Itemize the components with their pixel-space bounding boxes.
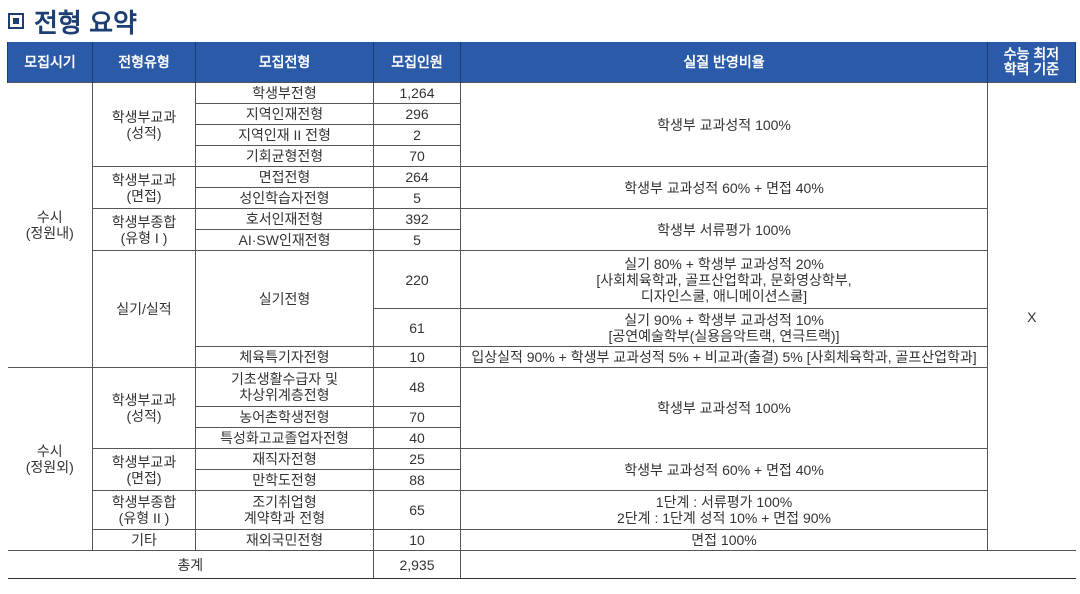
track-cell: 특성화고교졸업자전형 — [195, 427, 374, 449]
track-cell: 기초생활수급자 및 차상위계층전형 — [195, 367, 374, 407]
count-cell: 392 — [373, 208, 461, 230]
count-cell: 25 — [373, 448, 461, 470]
track-cell: 지역인재 II 전형 — [195, 124, 374, 146]
count-cell: 70 — [373, 406, 461, 428]
type-cell: 학생부교과 (성적) — [92, 367, 196, 449]
header-ratio: 실질 반영비율 — [460, 42, 988, 83]
track-cell: 학생부전형 — [195, 82, 374, 104]
table-row: 지역인재전형 296 — [8, 103, 1076, 125]
count-cell: 61 — [373, 308, 461, 347]
type-cell: 학생부교과 (면접) — [92, 166, 196, 209]
total-count: 2,935 — [373, 550, 461, 579]
table-row: 농어촌학생전형 70 — [8, 406, 1076, 428]
track-cell: 지역인재전형 — [195, 103, 374, 125]
ratio-cell: 실기 80% + 학생부 교과성적 20% [사회체육학과, 골프산업학과, 문… — [460, 250, 988, 309]
table-row: 학생부교과 (면접) 면접전형 264 학생부 교과성적 60% + 면접 40% — [8, 166, 1076, 209]
count-cell: 220 — [373, 250, 461, 309]
period-cell: 수시 (정원내) — [7, 82, 93, 368]
count-cell: 70 — [373, 145, 461, 167]
type-cell: 기타 — [92, 529, 196, 551]
table-row: 수시 (정원내) 학생부교과 (성적) 학생부전형 1,264 학생부 교과성적… — [7, 82, 1076, 551]
count-cell: 5 — [373, 229, 461, 251]
type-cell: 실기/실적 — [92, 250, 196, 368]
ratio-cell: 학생부 교과성적 60% + 면접 40% — [460, 166, 988, 209]
track-cell: 성인학습자전형 — [195, 187, 374, 209]
header-period: 모집시기 — [7, 42, 93, 83]
track-cell: 재직자전형 — [195, 448, 374, 470]
type-cell: 학생부종합 (유형 II ) — [92, 490, 196, 530]
track-cell: 실기전형 — [195, 250, 374, 347]
count-cell: 65 — [373, 490, 461, 530]
track-cell: 기회균형전형 — [195, 145, 374, 167]
ratio-cell: 학생부 교과성적 100% — [460, 367, 988, 449]
table-row: 61 실기 90% + 학생부 교과성적 10% [공연예술학부(실용음악트랙,… — [8, 308, 1076, 347]
total-row: 총계 2,935 — [7, 550, 1076, 579]
count-cell: 2 — [373, 124, 461, 146]
ratio-cell: 1단계 : 서류평가 100% 2단계 : 1단계 성적 10% + 면접 90… — [460, 490, 988, 530]
track-cell: 농어촌학생전형 — [195, 406, 374, 428]
track-cell: 조기취업형 계약학과 전형 — [195, 490, 374, 530]
table-row: 수시 (정원외) 학생부교과 (성적) 기초생활수급자 및 차상위계층전형 48 … — [7, 367, 1076, 551]
total-label: 총계 — [7, 550, 374, 579]
count-cell: 10 — [373, 346, 461, 368]
table-row: 학생부교과 (면접) 재직자전형 25 학생부 교과성적 60% + 면접 40% — [8, 448, 1076, 491]
count-cell: 88 — [373, 469, 461, 491]
ratio-cell: 학생부 교과성적 60% + 면접 40% — [460, 448, 988, 491]
ratio-cell: 면접 100% — [460, 529, 988, 551]
ratio-cell: 실기 90% + 학생부 교과성적 10% [공연예술학부(실용음악트랙, 연극… — [460, 308, 988, 347]
track-cell: 만학도전형 — [195, 469, 374, 491]
suneung-cell: X — [987, 82, 1076, 551]
table-row: AI·SW인재전형 5 — [8, 229, 1076, 251]
header-track: 모집전형 — [195, 42, 374, 83]
track-cell: AI·SW인재전형 — [195, 229, 374, 251]
count-cell: 5 — [373, 187, 461, 209]
period-cell: 수시 (정원외) — [7, 367, 93, 551]
ratio-cell: 입상실적 90% + 학생부 교과성적 5% + 비교과(출결) 5% [사회체… — [460, 346, 988, 368]
table-row: 성인학습자전형 5 — [8, 187, 1076, 209]
header-suneung: 수능 최저 학력 기준 — [987, 42, 1076, 83]
table-row: 실기/실적 실기전형 220 실기 80% + 학생부 교과성적 20% [사회… — [8, 250, 1076, 368]
admission-summary-table: 모집시기 전형유형 모집전형 모집인원 실질 반영비율 수능 최저 학력 기준 … — [7, 42, 1076, 579]
square-bullet-icon — [8, 13, 24, 29]
count-cell: 40 — [373, 427, 461, 449]
header-row: 모집시기 전형유형 모집전형 모집인원 실질 반영비율 수능 최저 학력 기준 — [7, 42, 1076, 83]
count-cell: 296 — [373, 103, 461, 125]
table-row: 기타 재외국민전형 10 면접 100% — [8, 529, 1076, 551]
section-title: 전형 요약 — [8, 4, 137, 38]
ratio-cell: 학생부 교과성적 100% — [460, 82, 988, 167]
track-cell: 면접전형 — [195, 166, 374, 188]
header-count: 모집인원 — [373, 42, 461, 83]
type-cell: 학생부교과 (면접) — [92, 448, 196, 491]
type-cell: 학생부종합 (유형 I ) — [92, 208, 196, 251]
track-cell: 재외국민전형 — [195, 529, 374, 551]
track-cell: 호서인재전형 — [195, 208, 374, 230]
header-type: 전형유형 — [92, 42, 196, 83]
ratio-cell: 학생부 서류평가 100% — [460, 208, 988, 251]
track-cell: 체육특기자전형 — [195, 346, 374, 368]
count-cell: 264 — [373, 166, 461, 188]
count-cell: 48 — [373, 367, 461, 407]
total-empty — [460, 550, 1076, 579]
count-cell: 1,264 — [373, 82, 461, 104]
count-cell: 10 — [373, 529, 461, 551]
table-row: 학생부종합 (유형 II ) 조기취업형 계약학과 전형 65 1단계 : 서류평… — [8, 490, 1076, 530]
table-row: 기회균형전형 70 — [8, 145, 1076, 167]
table-row: 학생부종합 (유형 I ) 호서인재전형 392 학생부 서류평가 100% — [8, 208, 1076, 251]
table-row: 만학도전형 88 — [8, 469, 1076, 491]
type-cell: 학생부교과 (성적) — [92, 82, 196, 167]
table-row: 체육특기자전형 10 입상실적 90% + 학생부 교과성적 5% + 비교과(출… — [8, 346, 1076, 368]
